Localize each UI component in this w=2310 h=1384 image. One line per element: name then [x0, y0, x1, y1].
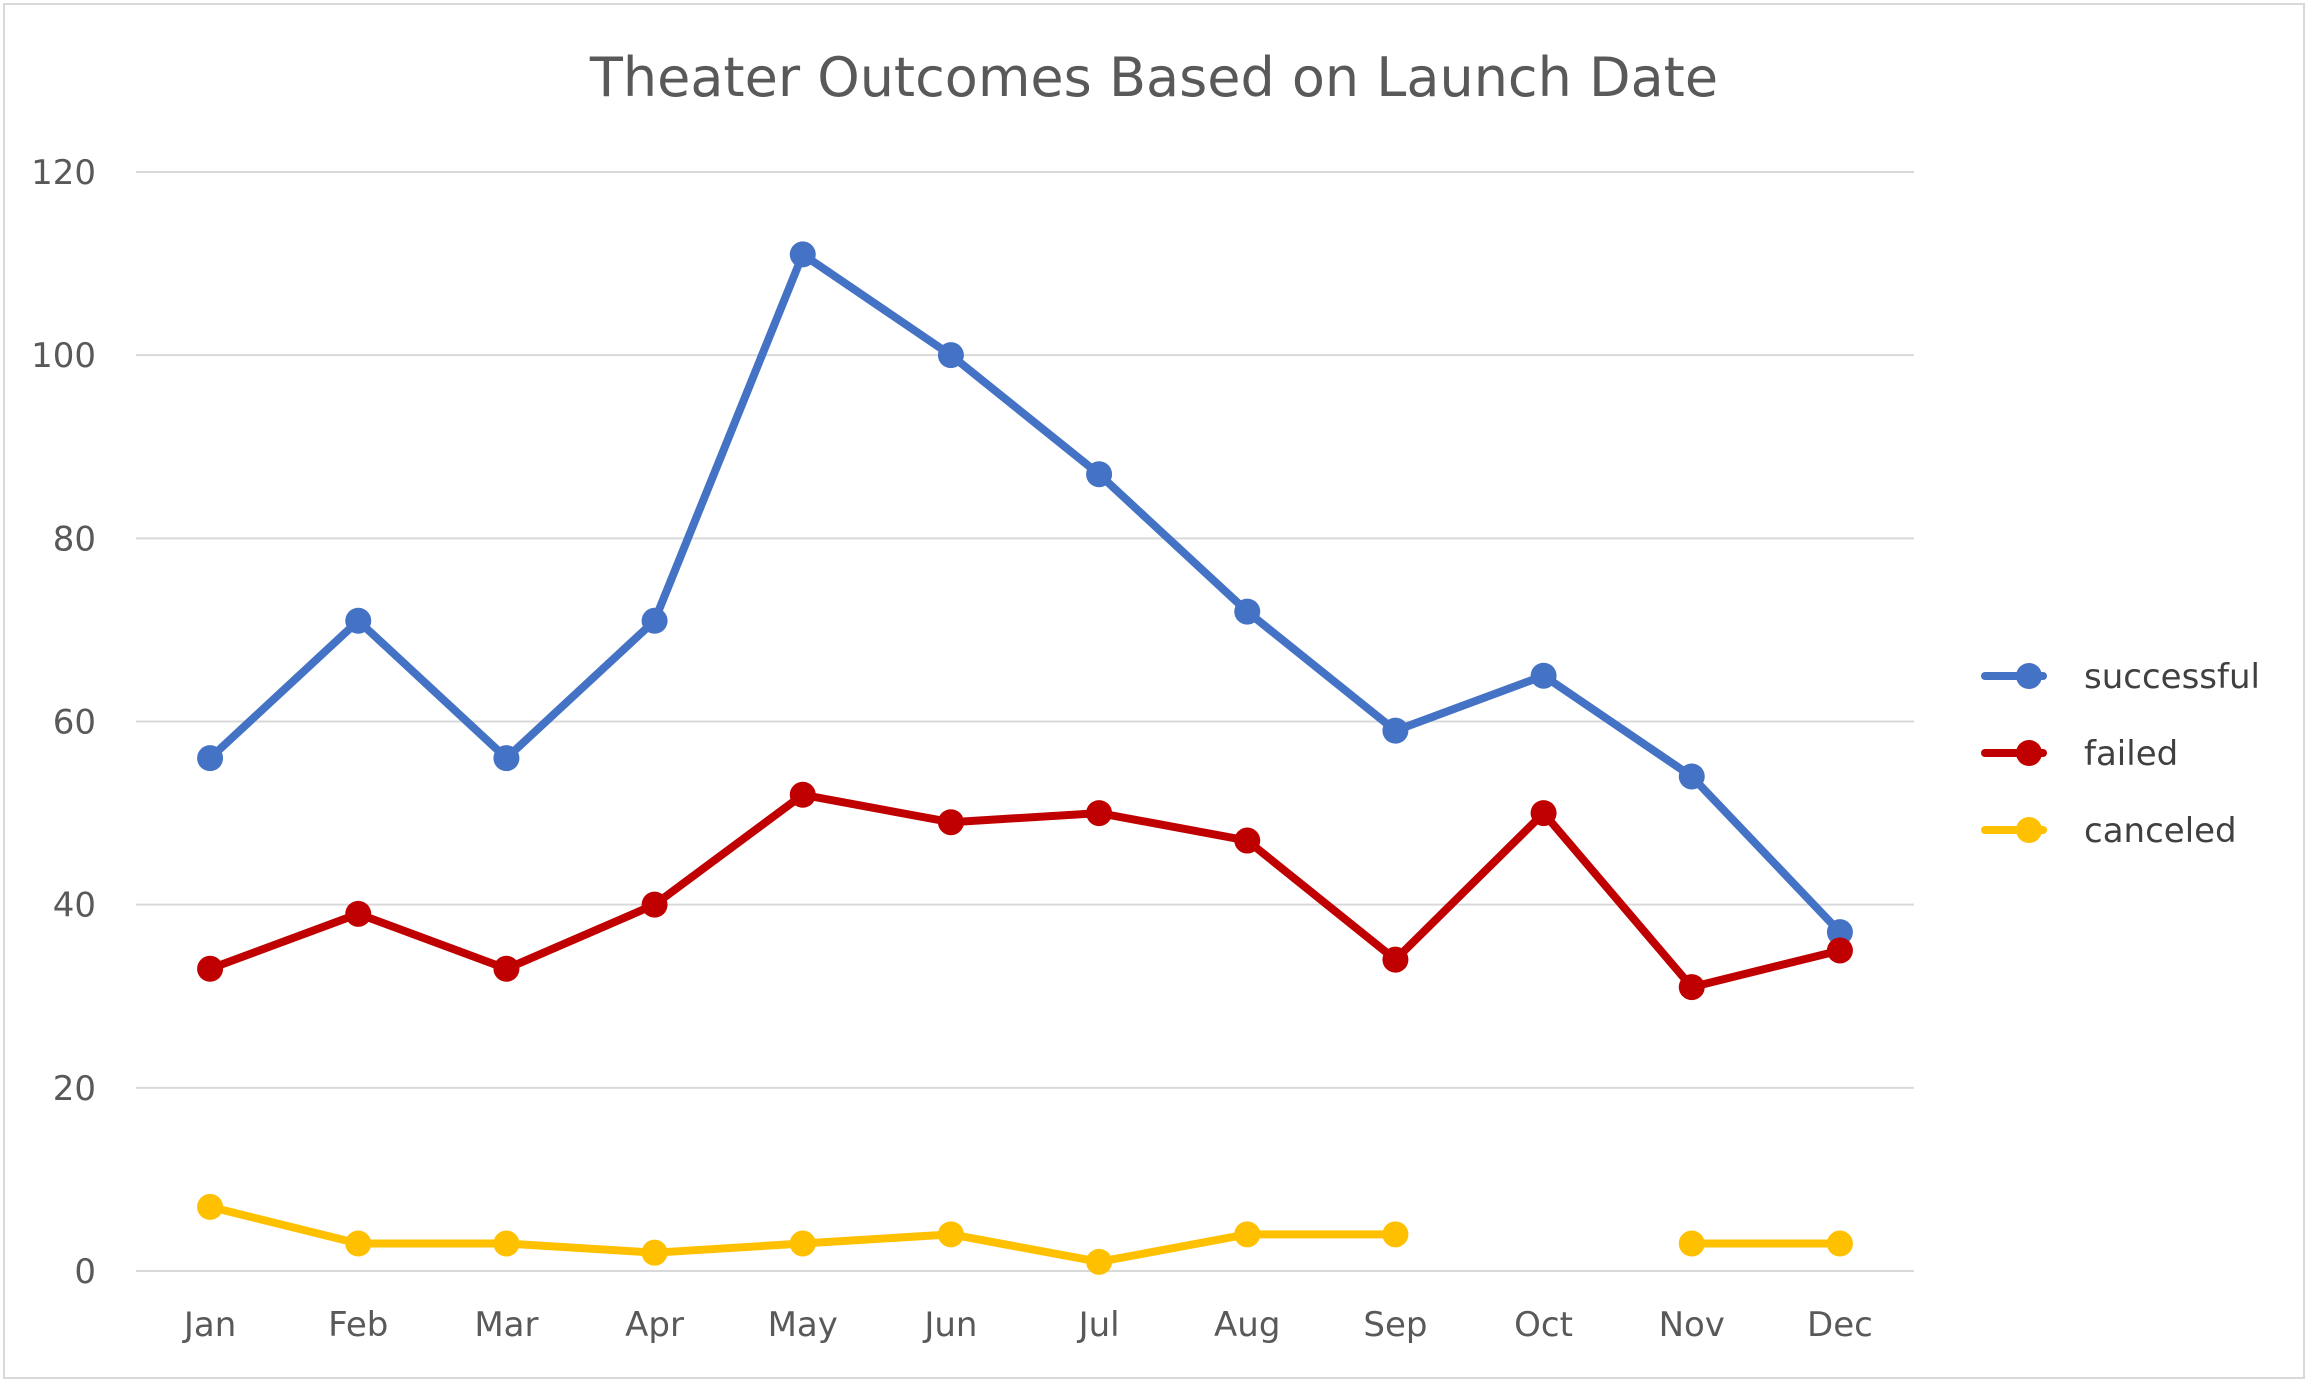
y-tick-label: 60: [53, 703, 96, 743]
series: [197, 241, 1853, 1275]
y-tick-label: 40: [53, 886, 96, 926]
legend-item-canceled: canceled: [1981, 811, 2237, 851]
data-point-failed-dec: [1826, 937, 1853, 964]
x-tick-label: May: [768, 1305, 838, 1345]
data-point-failed-sep: [1382, 946, 1409, 973]
chart-title: Theater Outcomes Based on Launch Date: [589, 46, 1718, 109]
x-tick-label: Mar: [474, 1305, 538, 1345]
data-point-failed-feb: [345, 900, 372, 927]
y-tick-label: 120: [31, 153, 96, 193]
data-point-successful-aug: [1234, 598, 1261, 625]
y-tick-label: 80: [53, 519, 96, 559]
series-successful: [197, 241, 1853, 946]
x-axis-ticks: Jan Feb Mar Apr May Jun Jul Aug Sep Oct Nov Dec: [182, 1305, 1873, 1345]
data-point-successful-mar: [493, 745, 520, 772]
data-point-successful-may: [789, 241, 816, 268]
series-failed: [197, 781, 1853, 1001]
data-point-canceled-mar: [493, 1230, 520, 1257]
y-tick-label: 100: [31, 336, 96, 376]
data-point-failed-may: [789, 781, 816, 808]
data-point-successful-jan: [197, 745, 224, 772]
data-point-successful-jun: [937, 342, 964, 369]
data-point-failed-oct: [1530, 800, 1557, 827]
data-point-canceled-feb: [345, 1230, 372, 1257]
y-tick-label: 0: [74, 1252, 96, 1292]
series-line-successful: [206, 250, 1844, 937]
data-point-successful-nov: [1678, 763, 1705, 790]
data-point-successful-apr: [641, 607, 668, 634]
data-point-canceled-dec: [1826, 1230, 1853, 1257]
data-point-failed-aug: [1234, 827, 1261, 854]
data-point-successful-sep: [1382, 717, 1409, 744]
data-point-failed-jun: [937, 809, 964, 836]
data-point-failed-apr: [641, 891, 668, 918]
legend-item-successful: successful: [1981, 657, 2260, 697]
legend-label: successful: [2084, 657, 2260, 697]
data-point-failed-jul: [1086, 800, 1113, 827]
data-point-canceled-may: [789, 1230, 816, 1257]
legend-swatch-marker: [2016, 663, 2042, 689]
data-point-canceled-jan: [197, 1193, 224, 1220]
data-point-canceled-apr: [641, 1239, 668, 1266]
data-point-canceled-jun: [937, 1221, 964, 1248]
x-tick-label: Nov: [1659, 1305, 1725, 1345]
x-tick-label: Feb: [328, 1305, 388, 1345]
data-point-successful-dec: [1826, 919, 1853, 946]
data-point-successful-oct: [1530, 662, 1557, 689]
x-tick-label: Sep: [1363, 1305, 1427, 1345]
data-point-canceled-nov: [1678, 1230, 1705, 1257]
x-tick-label: Jan: [182, 1305, 236, 1345]
series-line-failed: [206, 790, 1844, 992]
legend-swatch-marker: [2016, 817, 2042, 843]
series-canceled: [197, 1193, 1853, 1275]
x-tick-label: Dec: [1807, 1305, 1873, 1345]
x-tick-label: Jul: [1077, 1305, 1120, 1345]
legend-item-failed: failed: [1981, 734, 2178, 774]
x-tick-label: Jun: [922, 1305, 977, 1345]
gridlines: [136, 171, 1914, 1272]
legend-label: failed: [2084, 734, 2178, 774]
y-tick-label: 20: [53, 1069, 96, 1109]
data-point-canceled-jul: [1086, 1248, 1113, 1275]
chart-area: [3, 3, 2305, 1379]
y-axis-ticks: 0 20 40 60 80 100 120: [31, 153, 96, 1292]
data-point-successful-jul: [1086, 461, 1113, 488]
x-tick-label: Oct: [1514, 1305, 1573, 1345]
x-tick-label: Apr: [625, 1305, 684, 1345]
data-point-canceled-sep: [1382, 1221, 1409, 1248]
x-tick-label: Aug: [1214, 1305, 1280, 1345]
legend-swatch-marker: [2016, 740, 2042, 766]
data-point-successful-feb: [345, 607, 372, 634]
data-point-canceled-aug: [1234, 1221, 1261, 1248]
legend-label: canceled: [2084, 811, 2237, 851]
data-point-failed-mar: [493, 955, 520, 982]
data-point-failed-jan: [197, 955, 224, 982]
data-point-failed-nov: [1678, 974, 1705, 1001]
legend: successful failed canceled: [1981, 657, 2260, 851]
